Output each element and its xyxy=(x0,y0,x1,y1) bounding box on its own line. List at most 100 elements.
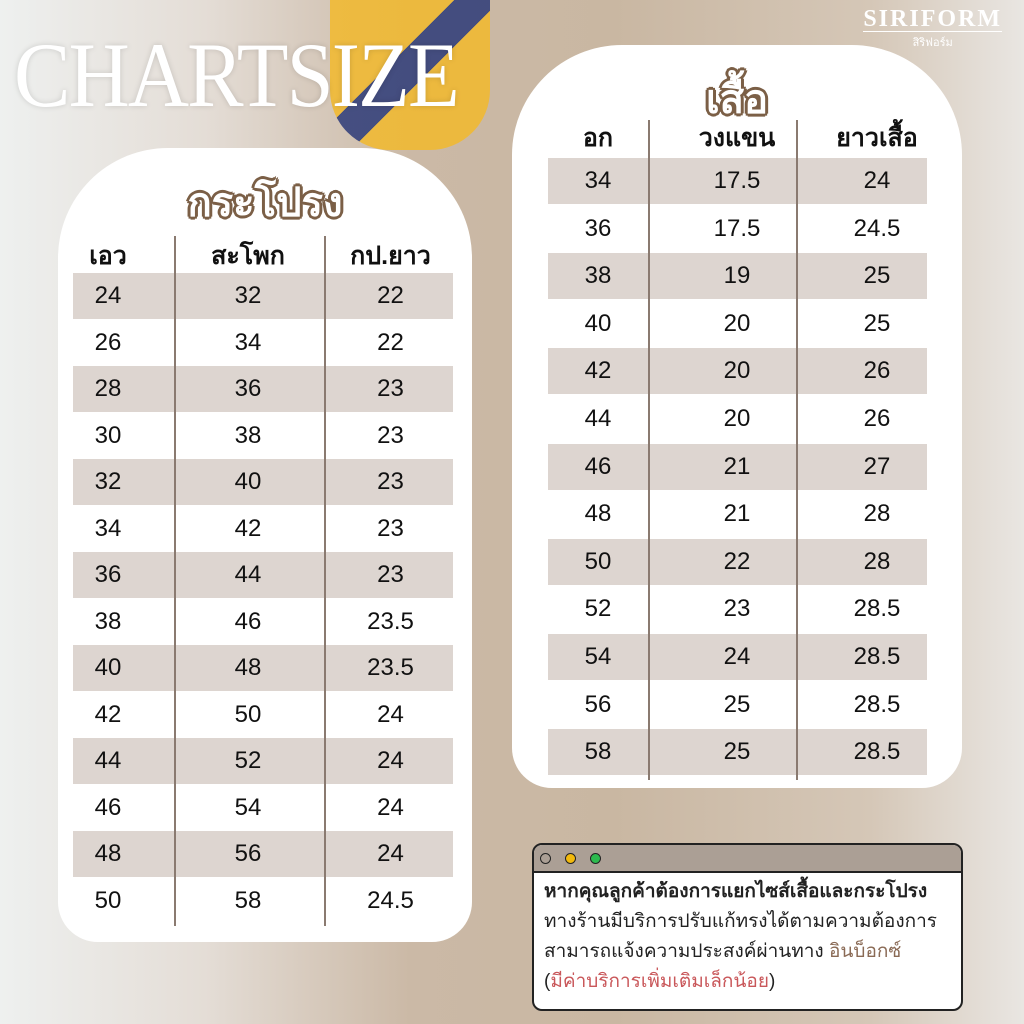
table-cell: 20 xyxy=(723,357,751,385)
table-row: 48 56 24 xyxy=(73,831,453,877)
table-cell: 56 xyxy=(234,840,262,867)
table-cell: 21 xyxy=(723,452,751,480)
table-cell: 58 xyxy=(234,886,262,914)
table-cell: 23 xyxy=(377,561,404,588)
table-cell: 34 xyxy=(94,514,122,542)
table-cell: 25 xyxy=(863,262,891,290)
column-header: วงแขน xyxy=(698,124,776,152)
table-cell: 32 xyxy=(94,468,122,495)
table-row: 24 32 22 xyxy=(73,273,453,319)
table-cell: 32 xyxy=(234,282,262,309)
table-cell: 28.5 xyxy=(853,595,901,623)
table-row: 50 58 24.5 xyxy=(73,878,453,924)
table-cell: 50 xyxy=(94,886,122,914)
table-cell: 36 xyxy=(234,375,262,402)
table-cell: 26 xyxy=(94,328,122,356)
table-row: 40 20 25 xyxy=(548,301,927,347)
column-header: ยาวเสื้อ xyxy=(836,124,918,152)
table-row: 36 17.5 24.5 xyxy=(548,206,927,252)
table-cell: 24.5 xyxy=(853,214,901,242)
table-cell: 23.5 xyxy=(367,607,414,635)
table-cell: 42 xyxy=(584,357,612,385)
table-cell: 58 xyxy=(584,738,612,766)
table-cell: 22 xyxy=(723,547,751,575)
table-cell: 48 xyxy=(234,654,262,681)
table-row: 36 44 23 xyxy=(73,552,453,598)
table-row: 44 20 26 xyxy=(548,396,927,442)
table-cell: 38 xyxy=(234,421,262,449)
table-cell: 22 xyxy=(377,328,404,356)
table-cell: 44 xyxy=(584,405,612,432)
table-cell: 20 xyxy=(723,309,751,337)
table-cell: 50 xyxy=(234,700,262,728)
table-row: 38 46 23.5 xyxy=(73,599,453,645)
table-cell: 40 xyxy=(234,468,262,495)
table-cell: 44 xyxy=(94,747,122,774)
maximize-dot-icon xyxy=(590,852,601,864)
table-cell: 24 xyxy=(94,282,122,309)
table-cell: 24 xyxy=(377,793,404,821)
table-cell: 38 xyxy=(584,262,612,290)
table-cell: 19 xyxy=(723,262,751,290)
table-row: 46 21 27 xyxy=(548,443,927,490)
table-cell: 52 xyxy=(584,595,612,623)
inbox-link[interactable]: อินบ็อกซ์ xyxy=(829,941,902,962)
table-row: 52 23 28.5 xyxy=(548,586,927,632)
table-cell: 22 xyxy=(377,282,404,309)
table-cell: 24 xyxy=(863,167,891,194)
table-row: 40 48 23.5 xyxy=(73,645,453,691)
table-cell: 40 xyxy=(584,309,612,337)
table-cell: 34 xyxy=(584,167,612,194)
table-cell: 26 xyxy=(863,405,891,432)
table-row: 38 19 25 xyxy=(548,253,927,300)
table-cell: 25 xyxy=(723,738,751,766)
table-cell: 23 xyxy=(377,375,404,402)
table-cell: 46 xyxy=(584,452,612,480)
table-cell: 42 xyxy=(234,514,262,542)
table-row: 28 36 23 xyxy=(73,366,453,412)
table-row: 30 38 23 xyxy=(73,413,453,459)
table-cell: 54 xyxy=(584,643,612,670)
column-header: กป.ยาว xyxy=(350,242,431,270)
table-cell: 28 xyxy=(863,500,891,528)
column-divider xyxy=(324,236,326,926)
note-line: สามารถแจ้งความประสงค์ผ่านทาง xyxy=(544,941,829,962)
table-cell: 23 xyxy=(377,514,404,542)
table-row: 50 22 28 xyxy=(548,538,927,585)
window-titlebar xyxy=(534,845,961,873)
table-cell: 17.5 xyxy=(713,214,761,242)
table-cell: 28.5 xyxy=(853,643,901,670)
table-cell: 24 xyxy=(723,643,751,670)
table-cell: 20 xyxy=(723,405,751,432)
table-cell: 38 xyxy=(94,607,122,635)
close-dot-icon xyxy=(540,852,551,864)
table-cell: 24 xyxy=(377,840,404,867)
note-heading: หากคุณลูกค้าต้องการแยกไซส์เสื้อและกระโปร… xyxy=(544,881,928,902)
note-window: หากคุณลูกค้าต้องการแยกไซส์เสื้อและกระโปร… xyxy=(532,843,963,1011)
column-divider xyxy=(648,120,650,780)
table-cell: 42 xyxy=(94,700,122,728)
table-row: 42 50 24 xyxy=(73,692,453,738)
brand-logo: SIRIFORM สิริฟอร์ม xyxy=(863,6,1002,49)
paren: ) xyxy=(768,971,776,992)
table-row: 54 24 28.5 xyxy=(548,634,927,680)
table-cell: 48 xyxy=(94,840,122,867)
page-title: CHARTSIZE xyxy=(14,24,460,126)
table-cell: 28.5 xyxy=(853,738,901,766)
table-row: 42 20 26 xyxy=(548,348,927,395)
column-divider xyxy=(174,236,176,926)
note-line: ทางร้านมีบริการปรับแก้ทรงได้ตามความต้องก… xyxy=(544,911,937,932)
table-row: 58 25 28.5 xyxy=(548,729,927,776)
table-cell: 40 xyxy=(94,654,122,681)
minimize-dot-icon xyxy=(565,852,576,864)
table-cell: 54 xyxy=(234,793,262,821)
paren: ( xyxy=(544,971,551,992)
table-cell: 27 xyxy=(863,452,891,480)
table-cell: 52 xyxy=(234,747,262,774)
table-cell: 23.5 xyxy=(367,654,414,681)
table-cell: 30 xyxy=(94,421,122,449)
table-row: 26 34 22 xyxy=(73,320,453,366)
table-cell: 28.5 xyxy=(853,690,901,718)
table-cell: 21 xyxy=(723,500,751,528)
table-cell: 36 xyxy=(584,214,612,242)
